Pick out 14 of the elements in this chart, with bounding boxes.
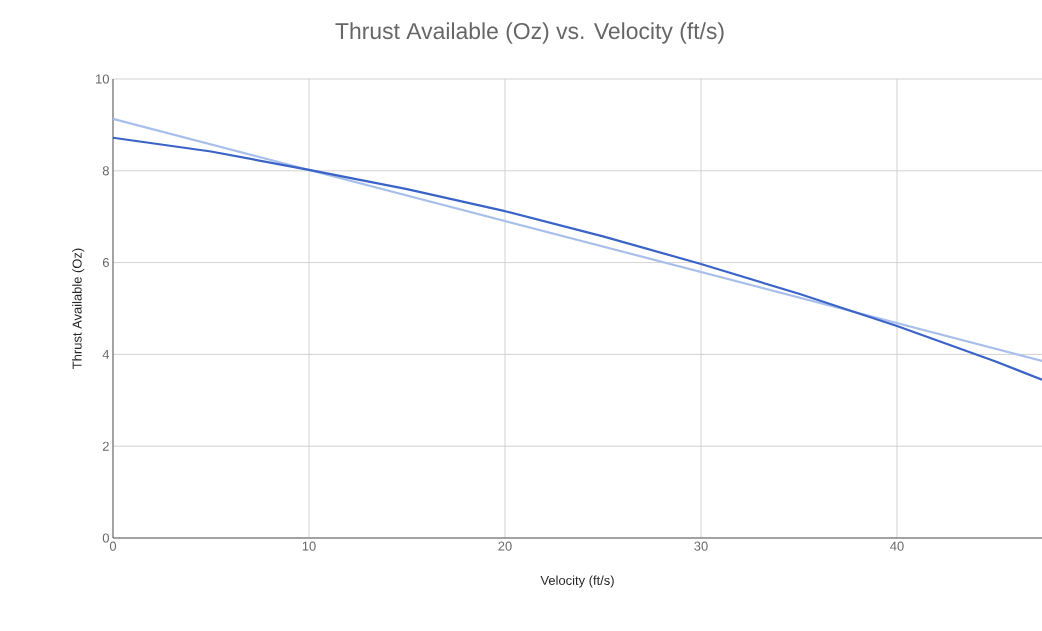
y-tick-label: 0: [102, 533, 109, 543]
x-tick-label: 40: [890, 541, 904, 551]
x-tick-label: 0: [109, 541, 117, 551]
y-tick-label: 2: [102, 441, 109, 451]
y-axis-title: Thrust Available (Oz): [72, 248, 85, 369]
chart-title: Thrust Available (Oz) vs. Velocity (ft/s): [335, 22, 724, 44]
y-tick-label: 10: [96, 74, 109, 84]
x-axis-title: Velocity (ft/s): [540, 575, 614, 588]
x-tick-label: 30: [694, 541, 708, 551]
y-tick-label: 4: [102, 349, 110, 359]
x-tick-label: 10: [302, 541, 316, 551]
y-tick-label: 8: [102, 166, 109, 176]
x-tick-label: 20: [498, 541, 512, 551]
y-tick-label: 6: [102, 258, 109, 268]
